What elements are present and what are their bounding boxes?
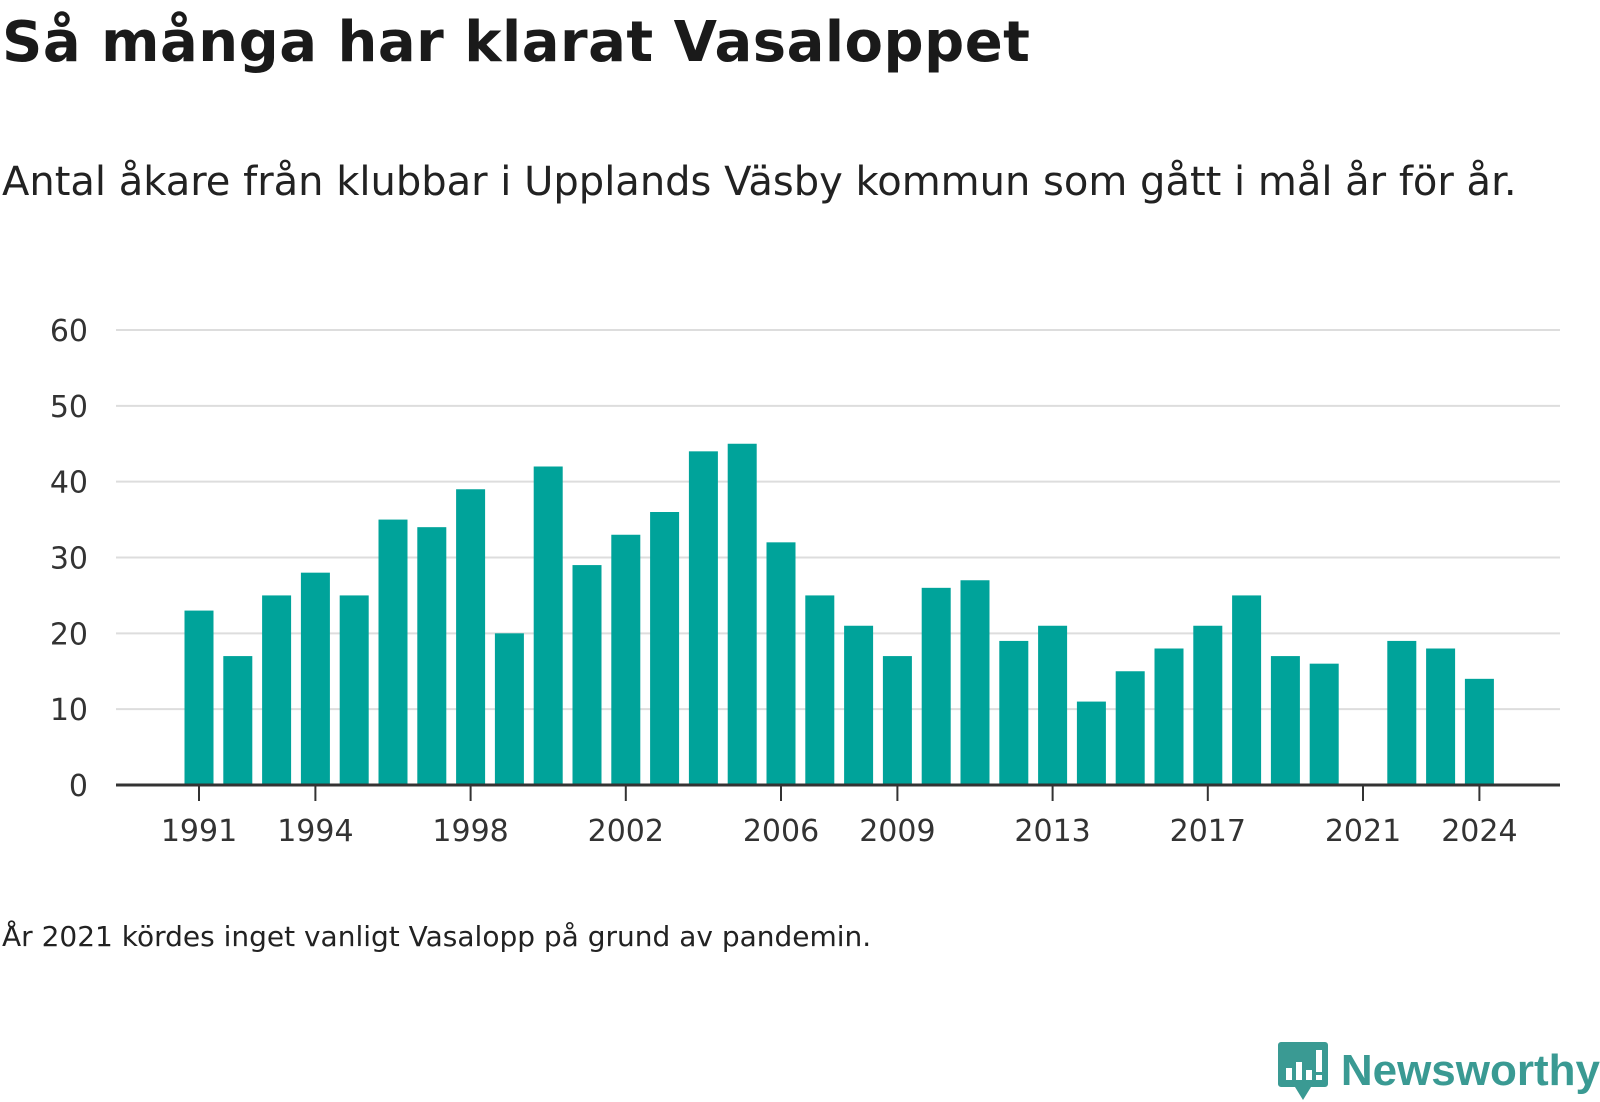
y-axis-ticks: 0 10 20 30 40 50 60 [50,314,88,804]
bar-2001 [572,565,602,785]
footnote: År 2021 kördes inget vanligt Vasalopp på… [2,920,872,953]
bar-1996 [378,519,408,785]
bar-2017 [1193,625,1223,785]
bar-2004 [688,451,718,785]
newsworthy-logo-icon [1277,1042,1328,1100]
x-tick-label: 2024 [1441,814,1517,849]
y-tick-label: 40 [50,466,88,501]
bar-2018 [1232,595,1262,785]
x-tick-label: 2021 [1325,814,1401,849]
bar-1991 [184,610,214,785]
y-tick-label: 50 [50,390,88,425]
bar-2020 [1309,663,1339,785]
bar-chart: 0 10 20 30 40 50 60 1991 1994 1998 2002 2006 2009 20… [50,314,1560,849]
bar-2010 [921,587,951,785]
x-tick-label: 1991 [161,814,237,849]
y-tick-label: 30 [50,542,88,577]
bar-2005 [727,443,757,785]
bar-2024 [1464,678,1494,785]
y-tick-label: 10 [50,693,88,728]
bars [184,443,1494,785]
chart-title: Så många har klarat Vasaloppet [2,10,1031,75]
bar-2015 [1115,671,1145,785]
bar-2003 [650,512,680,785]
x-tick-label: 2013 [1014,814,1090,849]
bar-1994 [300,572,330,785]
bar-2008 [844,625,874,785]
bar-1999 [494,633,524,785]
bar-2000 [533,466,563,785]
bar-2022 [1387,640,1417,785]
bar-1995 [339,595,369,785]
bar-2019 [1270,656,1300,785]
x-tick-label: 2017 [1170,814,1246,849]
brand-logo-area: Newsworthy [1277,1040,1600,1102]
bar-2009 [882,656,912,785]
brand-name: Newsworthy [1340,1046,1600,1095]
bar-2006 [766,542,796,785]
bar-2016 [1154,648,1184,785]
chart-subtitle: Antal åkare från klubbar i Upplands Väsb… [2,159,1517,205]
x-axis-ticks: 1991 1994 1998 2002 2006 2009 2013 2017 2021 2024 [161,785,1518,849]
bar-2013 [1038,625,1068,785]
bar-1998 [456,489,486,785]
bar-2023 [1426,648,1456,785]
bar-1993 [262,595,292,785]
bar-1992 [223,656,253,785]
bar-2002 [611,534,641,785]
y-tick-label: 20 [50,617,88,652]
y-tick-label: 60 [50,314,88,349]
x-tick-label: 2002 [588,814,664,849]
bar-1997 [417,527,447,785]
x-tick-label: 1994 [277,814,353,849]
x-tick-label: 2009 [859,814,935,849]
gridlines [116,329,1560,711]
bar-2012 [999,640,1029,785]
bar-2014 [1076,701,1106,785]
x-tick-label: 2006 [743,814,819,849]
y-tick-label: 0 [69,769,88,804]
bar-2011 [960,580,990,785]
bar-2007 [805,595,835,785]
x-tick-label: 1998 [432,814,508,849]
